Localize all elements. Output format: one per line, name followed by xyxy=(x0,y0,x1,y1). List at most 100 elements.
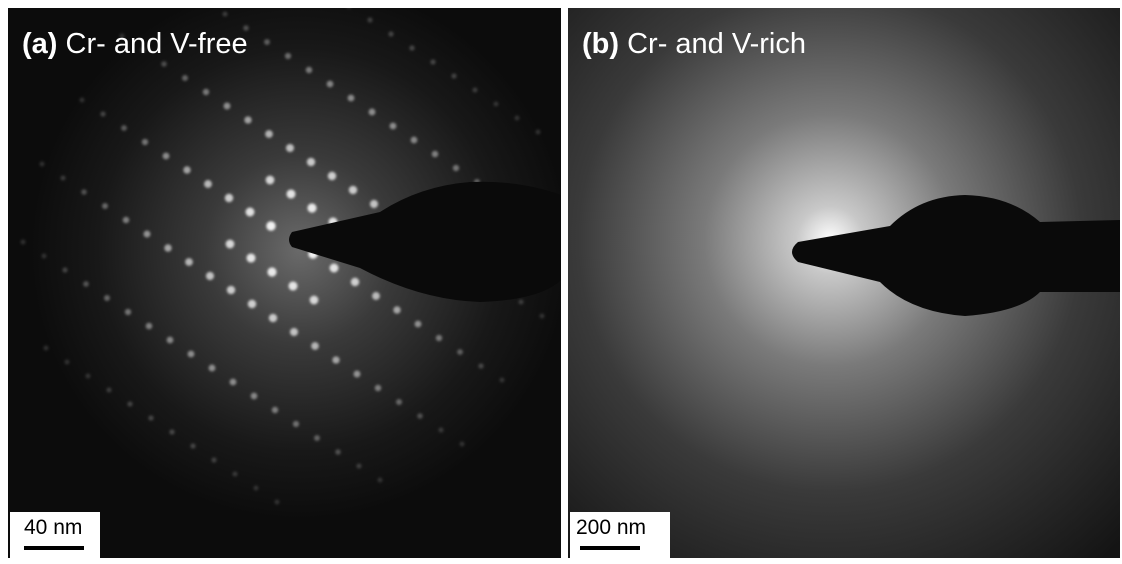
diffraction-spot xyxy=(225,194,233,202)
diffraction-spot xyxy=(515,116,520,121)
diffraction-spot xyxy=(230,379,237,386)
diffraction-spot xyxy=(248,300,256,308)
diffraction-spot xyxy=(518,299,523,304)
diffraction-spot xyxy=(290,328,298,336)
diffraction-spot xyxy=(183,166,190,173)
diffraction-spot xyxy=(311,342,319,350)
diffraction-spot xyxy=(86,374,91,379)
diffraction-spot xyxy=(354,371,361,378)
diffraction-spot xyxy=(106,387,111,392)
diffraction-spot xyxy=(367,17,372,22)
diffraction-spot xyxy=(65,360,70,365)
diffraction-spot xyxy=(409,45,414,50)
diffraction-spot xyxy=(83,281,89,287)
diffraction-spot xyxy=(307,158,315,166)
diffraction-spot xyxy=(275,500,280,505)
diffraction-spot xyxy=(190,443,195,448)
diffraction-spot xyxy=(438,427,443,432)
panel-label: (a) Cr- and V-free xyxy=(22,28,248,60)
diffraction-spot xyxy=(451,73,456,78)
diffraction-spot xyxy=(62,267,67,272)
diffraction-spot xyxy=(226,240,235,249)
diffraction-spot xyxy=(267,267,276,276)
diffraction-spot xyxy=(411,137,418,144)
scale-bar-label: 40 nm xyxy=(24,516,82,539)
diffraction-spot xyxy=(472,87,477,92)
diffraction-spot xyxy=(100,111,105,116)
diffraction-spot xyxy=(330,264,339,273)
diffraction-spot xyxy=(393,306,400,313)
diffraction-spot xyxy=(80,98,85,103)
diffraction-spot xyxy=(164,244,171,251)
diffraction-spot xyxy=(246,253,255,262)
diffraction-spot xyxy=(125,309,131,315)
diffraction-spot xyxy=(335,449,341,455)
diffraction-spot xyxy=(127,401,132,406)
diffraction-spot xyxy=(436,335,442,341)
diffraction-spot xyxy=(332,356,339,363)
diffraction-spot xyxy=(348,95,355,102)
diffraction-spot xyxy=(375,385,381,391)
diffraction-spot xyxy=(42,254,47,259)
diffraction-spot xyxy=(460,442,465,447)
diffraction-spot xyxy=(306,67,312,73)
diffraction-spot xyxy=(203,89,209,95)
scale-bar xyxy=(24,546,84,550)
panel-label: (b) Cr- and V-rich xyxy=(582,28,806,60)
diffraction-spot xyxy=(349,186,357,194)
diffraction-spot xyxy=(307,203,316,212)
diffraction-spot xyxy=(232,471,237,476)
diffraction-spot xyxy=(254,486,259,491)
diffraction-spot xyxy=(266,176,275,185)
diffraction-spot xyxy=(185,258,193,266)
diffraction-spot xyxy=(44,346,49,351)
diffraction-spot xyxy=(148,415,153,420)
diffraction-spot xyxy=(146,323,153,330)
scale-bar xyxy=(580,546,640,550)
diffraction-spot xyxy=(204,180,212,188)
scale-bar-label: 200 nm xyxy=(576,516,646,539)
diffraction-spot xyxy=(351,278,359,286)
diffraction-spot xyxy=(540,314,545,319)
diffraction-spot xyxy=(328,172,336,180)
diffraction-spot xyxy=(264,39,270,45)
diffraction-spot xyxy=(121,125,127,131)
diffraction-spot xyxy=(265,130,273,138)
diffraction-spot xyxy=(266,221,275,230)
diffraction-spot xyxy=(286,189,295,198)
diffraction-spot xyxy=(142,139,148,145)
diffraction-spot xyxy=(500,378,505,383)
diffraction-spot xyxy=(182,75,188,81)
diffraction-spot xyxy=(244,116,251,123)
diffraction-spot xyxy=(356,463,361,468)
diffraction-spot xyxy=(388,31,393,36)
diffraction-spot xyxy=(327,81,334,88)
diffraction-spot xyxy=(202,0,207,2)
diffraction-spot xyxy=(169,429,174,434)
diffraction-spot xyxy=(224,103,231,110)
diffraction-spot xyxy=(417,413,422,418)
diffraction-spot xyxy=(227,286,235,294)
diffraction-spot xyxy=(370,200,378,208)
diffraction-spot xyxy=(161,61,166,66)
diffraction-spot xyxy=(269,314,277,322)
diffraction-spot xyxy=(21,240,26,245)
diffraction-spot xyxy=(222,11,227,16)
diffraction-spot xyxy=(206,272,214,280)
diffraction-spot xyxy=(60,175,65,180)
diffraction-spot xyxy=(102,203,108,209)
diffraction-spot xyxy=(188,351,195,358)
diffraction-spot xyxy=(293,421,299,427)
diffraction-spot xyxy=(453,165,459,171)
diffraction-spot xyxy=(346,3,351,8)
diffraction-spot xyxy=(211,457,216,462)
diffraction-spot xyxy=(372,292,380,300)
diffraction-spot xyxy=(396,399,402,405)
diffraction-spot xyxy=(494,102,499,107)
diffraction-spot xyxy=(536,130,541,135)
diffraction-spot xyxy=(432,151,439,158)
diffraction-spot xyxy=(144,231,151,238)
diffraction-spot xyxy=(40,162,45,167)
diffraction-spot xyxy=(123,217,130,224)
diffraction-spot xyxy=(288,281,297,290)
